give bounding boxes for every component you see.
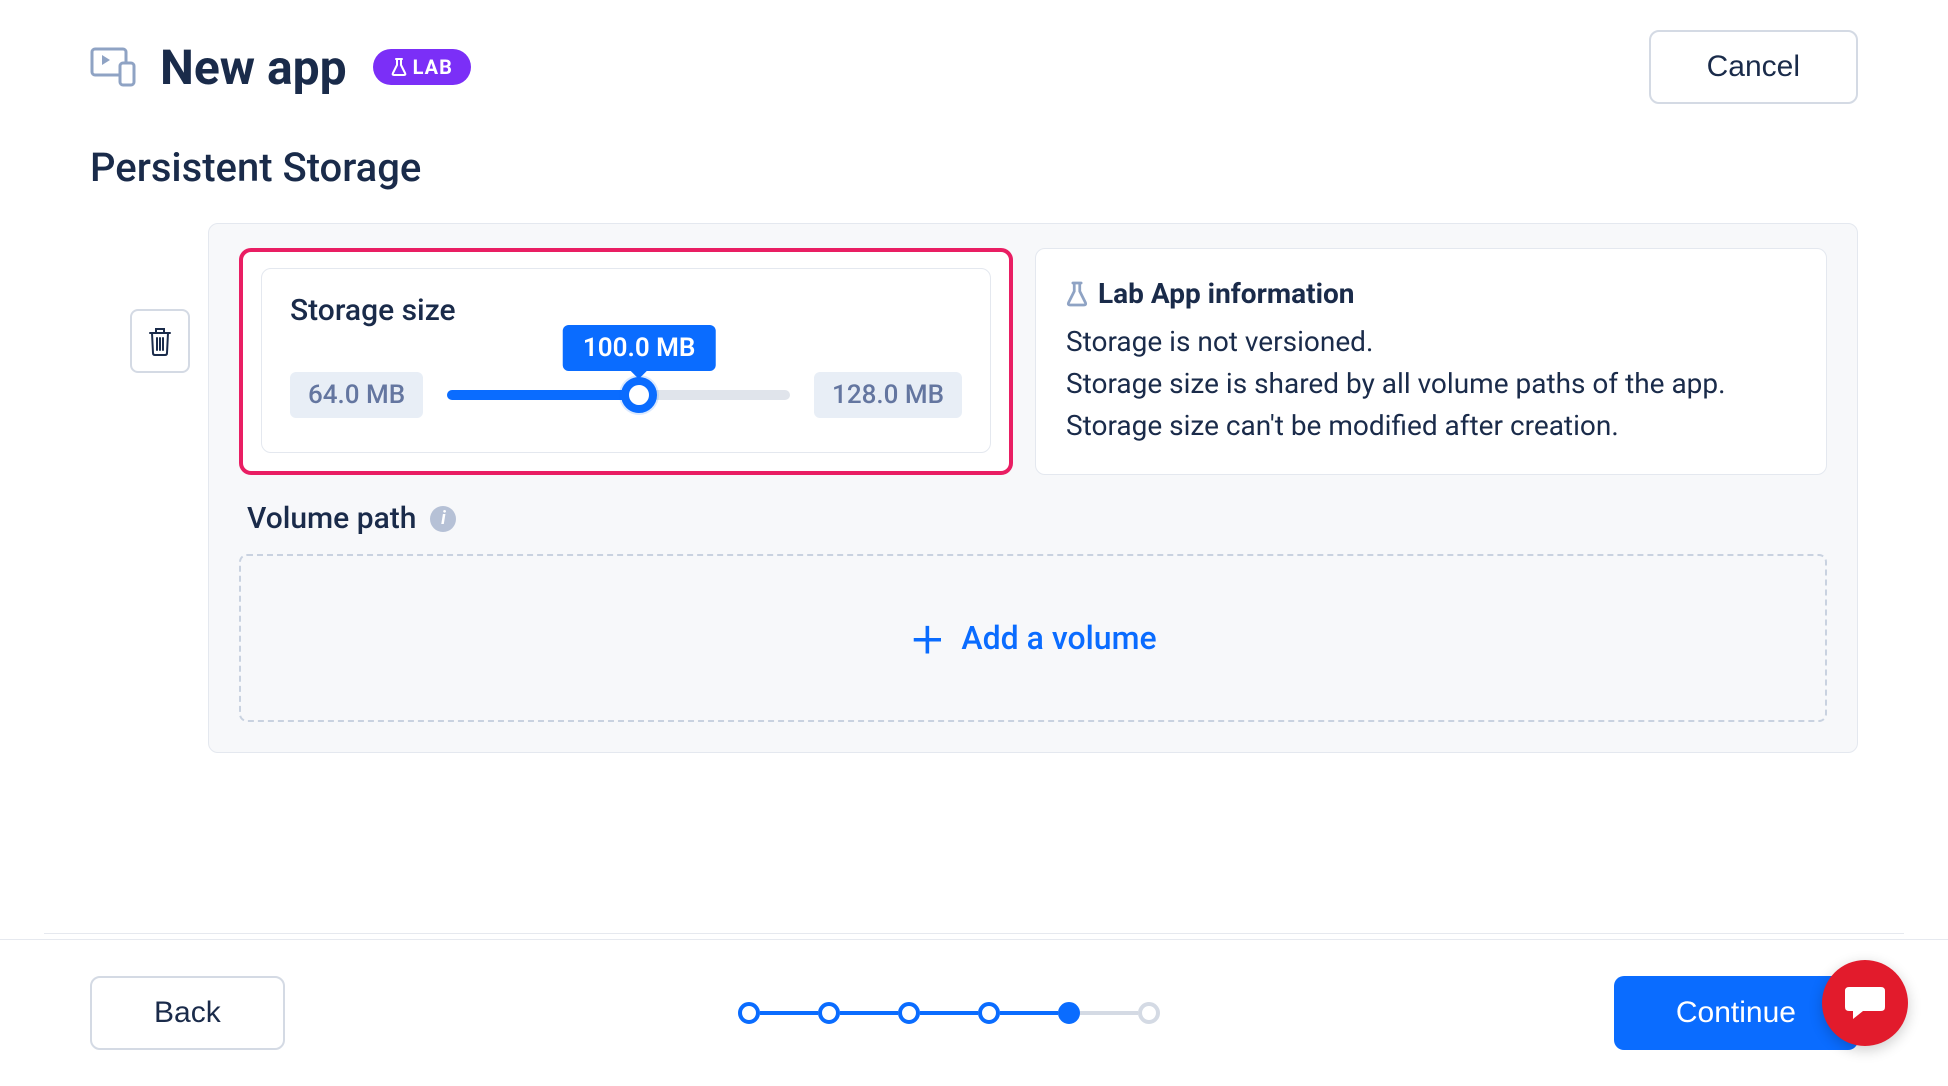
step-dot-6[interactable] (1138, 1002, 1160, 1024)
lab-badge: LAB (373, 49, 471, 85)
progress-stepper (738, 1002, 1160, 1024)
step-dot-2[interactable] (818, 1002, 840, 1024)
step-line (1080, 1011, 1138, 1015)
trash-icon (147, 326, 173, 356)
step-line (840, 1011, 898, 1015)
info-line-2: Storage size is shared by all volume pat… (1066, 363, 1796, 405)
chat-icon (1843, 983, 1887, 1023)
footer-divider (44, 933, 1904, 934)
continue-button[interactable]: Continue (1614, 976, 1858, 1050)
step-dot-3[interactable] (898, 1002, 920, 1024)
info-line-3: Storage size can't be modified after cre… (1066, 405, 1796, 447)
step-dot-5[interactable] (1058, 1002, 1080, 1024)
footer: Back Continue (0, 939, 1948, 1086)
storage-size-label: Storage size (290, 293, 962, 328)
step-line (1000, 1011, 1058, 1015)
top-cards: Storage size 64.0 MB 100.0 MB 128.0 MB (239, 248, 1827, 475)
slider-handle[interactable] (621, 377, 657, 413)
lab-badge-text: LAB (413, 55, 453, 79)
header: New app LAB Cancel (90, 30, 1858, 104)
slider-max-label: 128.0 MB (814, 372, 962, 418)
info-icon[interactable]: i (430, 506, 456, 532)
storage-slider[interactable]: 100.0 MB (447, 377, 790, 413)
flask-icon (391, 58, 407, 76)
plus-icon: ＋ (909, 612, 945, 664)
slider-row: 64.0 MB 100.0 MB 128.0 MB (290, 372, 962, 418)
step-line (920, 1011, 978, 1015)
add-volume-label: Add a volume (961, 619, 1156, 657)
slider-min-label: 64.0 MB (290, 372, 423, 418)
main-panel-row: Storage size 64.0 MB 100.0 MB 128.0 MB (90, 223, 1858, 753)
cancel-button[interactable]: Cancel (1649, 30, 1858, 104)
page-title: New app (160, 39, 347, 96)
flask-icon (1066, 281, 1088, 307)
storage-size-card: Storage size 64.0 MB 100.0 MB 128.0 MB (239, 248, 1013, 475)
step-line (760, 1011, 818, 1015)
volume-path-row: Volume path i (247, 501, 1827, 536)
delete-button[interactable] (130, 309, 190, 373)
back-button[interactable]: Back (90, 976, 285, 1050)
add-volume-button[interactable]: ＋ Add a volume (239, 554, 1827, 722)
section-title: Persistent Storage (90, 144, 1858, 191)
lab-info-card: Lab App information Storage is not versi… (1035, 248, 1827, 475)
app-icon (90, 47, 138, 87)
step-dot-1[interactable] (738, 1002, 760, 1024)
volume-path-label: Volume path (247, 501, 416, 536)
step-dot-4[interactable] (978, 1002, 1000, 1024)
info-title: Lab App information (1098, 273, 1354, 315)
header-left: New app LAB (90, 39, 471, 96)
info-line-1: Storage is not versioned. (1066, 321, 1796, 363)
main-panel: Storage size 64.0 MB 100.0 MB 128.0 MB (208, 223, 1858, 753)
slider-value-tooltip: 100.0 MB (563, 325, 716, 371)
chat-fab[interactable] (1822, 960, 1908, 1046)
